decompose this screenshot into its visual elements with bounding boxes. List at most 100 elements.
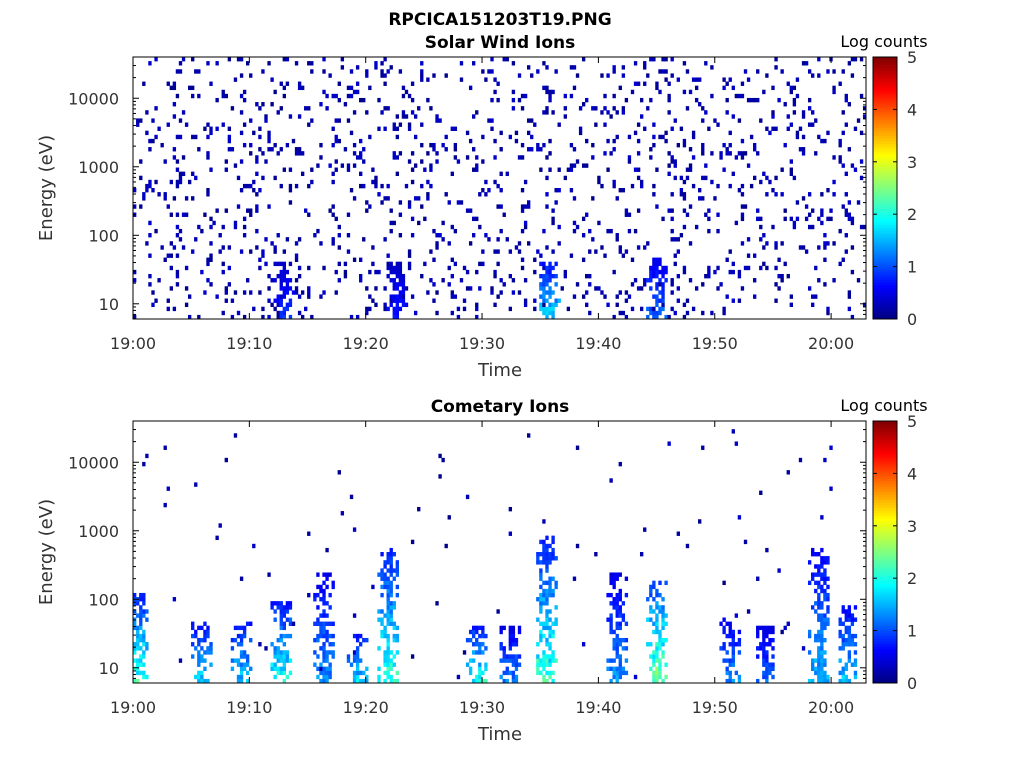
heatmap-cell (307, 294, 311, 299)
heatmap-cell (655, 85, 659, 91)
heatmap-cell (548, 642, 552, 647)
heatmap-cell (807, 286, 812, 291)
heatmap-cell (420, 69, 424, 74)
heatmap-cell (542, 302, 546, 308)
heatmap-cell (389, 609, 393, 614)
heatmap-cell (826, 621, 830, 626)
heatmap-cell (542, 539, 546, 545)
heatmap-cell (673, 118, 677, 123)
heatmap-cell (844, 93, 848, 99)
heatmap-cell (737, 678, 742, 684)
x-tick-label: 19:20 (343, 698, 389, 717)
heatmap-cell (380, 621, 384, 626)
heatmap-cell (151, 118, 155, 123)
heatmap-cell (178, 69, 183, 74)
colorbar-segment (873, 284, 897, 288)
heatmap-cell (701, 151, 705, 156)
heatmap-cell (420, 77, 424, 82)
heatmap-cell (300, 314, 305, 320)
heatmap-cell (768, 662, 772, 667)
heatmap-cell (197, 654, 201, 659)
colorbar-segment (873, 70, 897, 74)
heatmap-cell (377, 646, 381, 651)
heatmap-cell (294, 151, 299, 156)
heatmap-cell (615, 633, 619, 639)
heatmap-cell (514, 678, 519, 684)
heatmap-cell (694, 97, 699, 103)
heatmap-cell (636, 81, 641, 86)
heatmap-cell (765, 678, 769, 684)
heatmap-cell (267, 61, 271, 66)
colorbar-tick-label: 1 (907, 258, 917, 277)
heatmap-cell (530, 134, 534, 140)
heatmap-cell (362, 670, 366, 676)
heatmap-cell (798, 147, 803, 152)
heatmap-cell (273, 646, 277, 651)
heatmap-cell (242, 224, 247, 230)
heatmap-cell (765, 547, 769, 553)
heatmap-cell (343, 102, 348, 107)
heatmap-cell (536, 654, 540, 659)
heatmap-cell (850, 216, 855, 222)
heatmap-cell (731, 658, 735, 663)
heatmap-cell (331, 126, 335, 131)
heatmap-cell (618, 642, 622, 647)
heatmap-cell (841, 674, 845, 680)
heatmap-cell (508, 273, 513, 279)
heatmap-cell (456, 159, 461, 164)
heatmap-cell (392, 625, 396, 631)
heatmap-cell (417, 220, 421, 226)
heatmap-cell (447, 265, 451, 271)
heatmap-cell (200, 646, 204, 651)
heatmap-cell (682, 89, 687, 95)
heatmap-cell (548, 646, 552, 651)
heatmap-cell (432, 257, 436, 262)
heatmap-cell (365, 110, 369, 115)
colorbar-segment (873, 599, 897, 603)
heatmap-cell (319, 588, 323, 594)
colorbar-segment (873, 180, 897, 184)
heatmap-cell (765, 674, 769, 680)
heatmap-cell (649, 654, 653, 659)
heatmap-cell (157, 278, 161, 283)
heatmap-cell (823, 617, 827, 622)
heatmap-cell (548, 302, 552, 308)
heatmap-cell (242, 662, 247, 667)
cometary-x-axis: 19:00 19:10 19:20 19:30 19:40 19:50 20:00 (110, 421, 854, 717)
heatmap-cell (545, 637, 549, 643)
colorbar-segment (873, 156, 897, 160)
heatmap-cell (762, 646, 766, 651)
heatmap-cell (536, 556, 540, 561)
heatmap-cell (288, 670, 293, 676)
heatmap-cell (273, 249, 277, 254)
heatmap-cell (139, 175, 143, 181)
heatmap-cell (655, 294, 659, 299)
heatmap-cell (334, 138, 338, 144)
cometary-ylabel: Energy (eV) (36, 499, 57, 605)
heatmap-cell (722, 85, 726, 91)
heatmap-cell (658, 633, 662, 639)
heatmap-cell (545, 654, 549, 659)
heatmap-cell (175, 69, 180, 74)
heatmap-cell (472, 147, 476, 152)
heatmap-cell (841, 670, 845, 676)
heatmap-cell (380, 568, 384, 573)
heatmap-cell (142, 196, 146, 201)
heatmap-cell (392, 654, 396, 659)
heatmap-cell (832, 85, 836, 91)
heatmap-cell (823, 568, 827, 573)
heatmap-cell (554, 580, 558, 586)
heatmap-cell (206, 278, 210, 283)
heatmap-cell (383, 126, 387, 131)
heatmap-cell (264, 118, 268, 123)
heatmap-cell (740, 212, 745, 217)
heatmap-cell (578, 106, 583, 111)
heatmap-cell (853, 650, 858, 655)
x-tick-label: 20:00 (808, 334, 854, 353)
heatmap-cell (838, 678, 842, 684)
heatmap-cell (554, 605, 558, 610)
heatmap-cell (823, 282, 827, 287)
heatmap-cell (181, 245, 186, 250)
heatmap-cell (765, 662, 769, 667)
